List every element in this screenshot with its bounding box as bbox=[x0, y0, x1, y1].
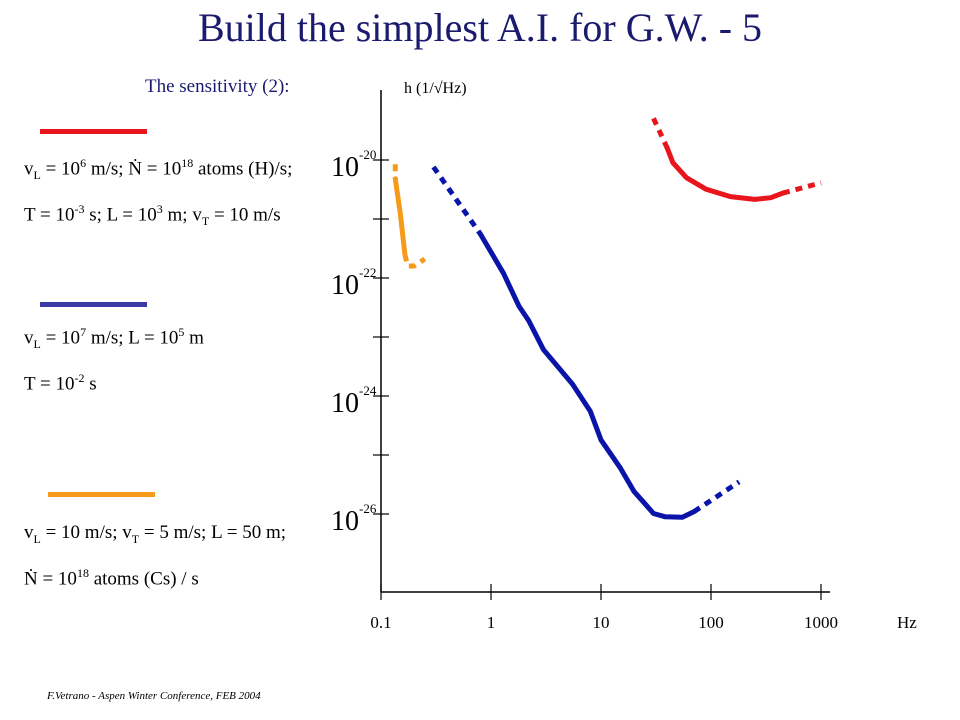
legend-params-orange: vL = 10 m/s; vT = 5 m/s; L = 50 m; Ṅ = 1… bbox=[24, 516, 286, 596]
series-0-dotted-start bbox=[651, 117, 670, 150]
x-tick-label: 1 bbox=[487, 613, 496, 632]
legend-blue-line-2: T = 10-2 s bbox=[24, 371, 97, 395]
legend-swatch-blue bbox=[40, 302, 147, 307]
y-tick-label: 10-24 bbox=[331, 383, 377, 419]
legend-red-line-1: vL = 106 m/s; Ṅ = 1018 atoms (H)/s; bbox=[24, 156, 293, 183]
series-0-dotted-end bbox=[782, 180, 822, 196]
series-1-dotted-end bbox=[692, 479, 741, 514]
x-tick-label: 1000 bbox=[804, 613, 838, 632]
x-tick-label: 100 bbox=[698, 613, 724, 632]
legend-swatch-red bbox=[40, 129, 147, 134]
legend-params-blue: vL = 107 m/s; L = 105 m T = 10-2 s bbox=[24, 315, 204, 401]
slide-subtitle: The sensitivity (2): bbox=[145, 76, 290, 97]
y-axis-label: h (1/√Hz) bbox=[404, 80, 467, 97]
x-axis-label: Hz bbox=[897, 613, 917, 632]
legend-orange-line-2: Ṅ = 1018 atoms (Cs) / s bbox=[24, 565, 199, 590]
slide-title: Build the simplest A.I. for G.W. - 5 bbox=[197, 5, 763, 50]
y-tick-label: 10-26 bbox=[331, 501, 377, 537]
series-2-dotted-end bbox=[402, 253, 427, 269]
x-tick-label: 10 bbox=[593, 613, 610, 632]
legend-params-red: vL = 106 m/s; Ṅ = 1018 atoms (H)/s; T = … bbox=[24, 146, 292, 238]
y-tick-label: 10-22 bbox=[331, 265, 376, 301]
y-tick-label: 10-20 bbox=[331, 147, 376, 183]
series-2-curve bbox=[392, 176, 408, 257]
legend-orange-line-1: vL = 10 m/s; vT = 5 m/s; L = 50 m; bbox=[24, 522, 287, 546]
footer-credit: F.Vetrano - Aspen Winter Conference, FEB… bbox=[47, 690, 261, 702]
legend-blue-line-1: vL = 107 m/s; L = 105 m bbox=[24, 325, 204, 352]
series-1-dotted-start bbox=[431, 165, 483, 236]
series-1-curve bbox=[477, 231, 697, 520]
legend-swatch-orange bbox=[48, 492, 155, 497]
series-0-curve bbox=[664, 145, 786, 202]
x-tick-label: 0.1 bbox=[370, 613, 391, 632]
legend-red-line-2: T = 10-3 s; L = 103 m; vT = 10 m/s bbox=[24, 202, 281, 229]
